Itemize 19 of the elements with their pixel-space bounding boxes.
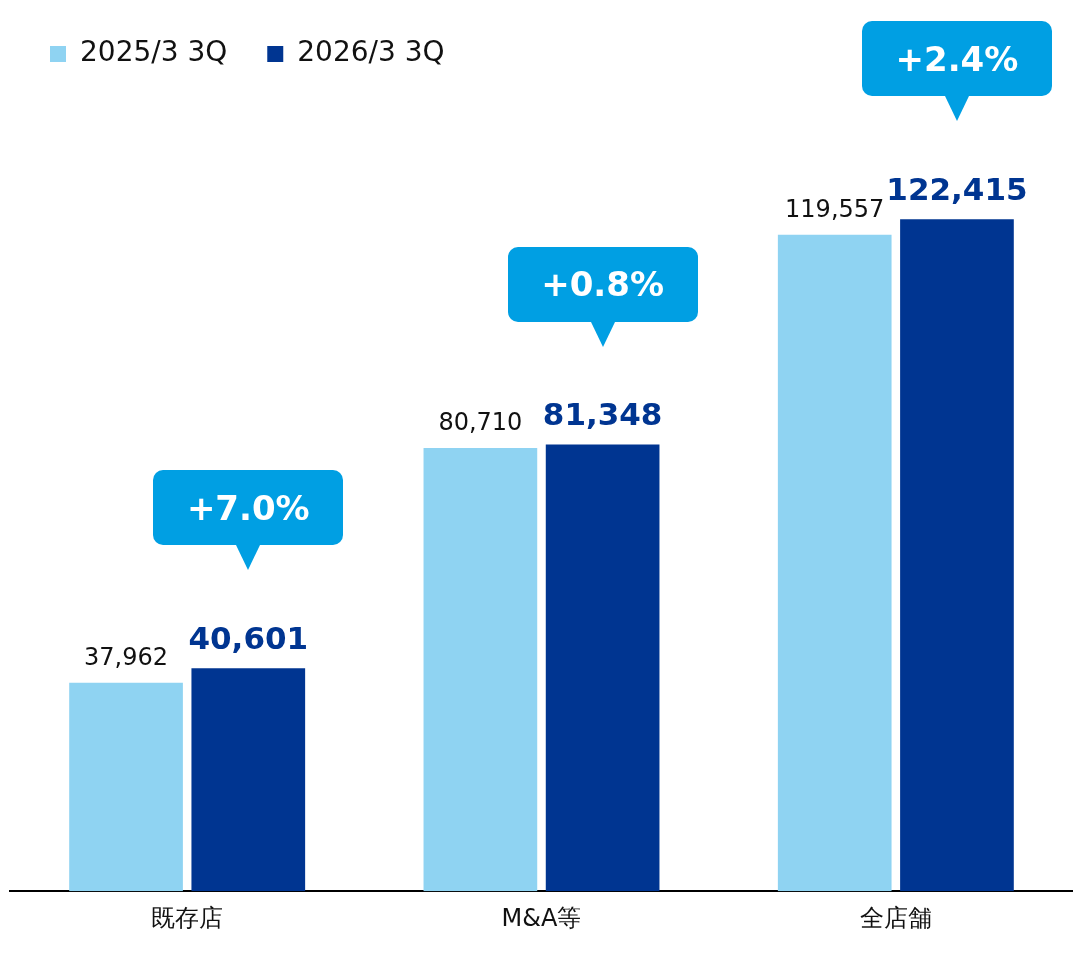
- data-label: 119,557: [785, 195, 885, 224]
- legend-label: 2025/3 3Q: [80, 35, 228, 69]
- bar: [545, 444, 660, 892]
- x-tick-label: M&A等: [501, 903, 582, 932]
- bar: [900, 219, 1014, 892]
- data-label: 80,710: [438, 408, 523, 437]
- x-tick-label: 既存店: [151, 903, 224, 932]
- data-label: 37,962: [84, 643, 169, 672]
- data-label: 40,601: [188, 619, 309, 656]
- annotation: +7.0%: [153, 470, 344, 546]
- legend-label: 2026/3 3Q: [297, 35, 445, 69]
- x-tick-label: 全店舗: [859, 903, 932, 932]
- annotation: +0.8%: [507, 246, 698, 322]
- data-label: 81,348: [542, 396, 663, 433]
- bar: [423, 448, 538, 892]
- bar: [777, 234, 892, 892]
- bar: [191, 668, 306, 892]
- bar: [69, 682, 183, 892]
- data-label: 122,415: [886, 170, 1028, 207]
